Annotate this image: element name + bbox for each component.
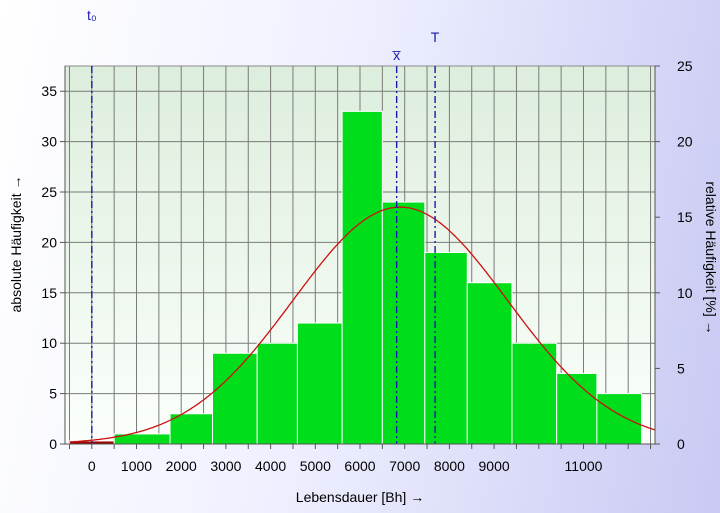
y-left-tick-label: 5 [49,386,57,402]
histogram-bar-4 [212,352,258,445]
histogram-bars [68,110,643,445]
y-right-tick-label: 5 [677,360,685,376]
x-tick-label: 11000 [565,458,603,474]
histogram-bar-7 [341,110,383,445]
y-right-tick-label: 0 [677,436,685,452]
x-tick-label: 2000 [166,458,197,474]
y-left-tick-label: 15 [41,285,57,301]
x-tick-label: 9000 [479,458,510,474]
marker-label-T: T [431,29,440,45]
tick-labels: 0 1000 2000 3000 4000 5000 6000 7000 8000 9000 110… [41,58,692,474]
histogram-bar-12 [556,372,598,445]
histogram-bar-5 [256,342,298,445]
y-right-tick-label: 20 [677,134,693,150]
y-left-tick-label: 10 [41,335,57,351]
histogram-bar-6 [296,322,343,445]
x-tick-label: 1000 [121,458,152,474]
y-left-tick-label: 0 [49,436,57,452]
y-axis-left-title: absolute Häufigkeit → [8,176,24,313]
axes [60,65,660,449]
x-tick-label: 4000 [255,458,286,474]
y-left-tick-label: 35 [41,83,57,99]
marker-label-t0: t₀ [87,7,97,23]
x-tick-label: 5000 [300,458,331,474]
curve-layer [69,206,656,443]
y-axis-right-title: relative Häufigkeit [%] → [703,181,719,334]
histogram-bar-9 [424,251,468,445]
x-tick-label: 8000 [434,458,465,474]
marker-lines: t₀ x̅ T [87,7,440,444]
y-right-tick-label: 25 [677,58,693,74]
y-left-tick-label: 25 [41,184,57,200]
y-left-tick-label: 20 [41,234,57,250]
y-right-tick-label: 10 [677,285,693,301]
y-right-tick-label: 15 [677,209,693,225]
x-tick-label: 3000 [210,458,241,474]
histogram-bar-13 [596,393,643,445]
normal-fit-curve [69,206,656,443]
x-tick-label: 7000 [389,458,420,474]
histogram-bar-10 [466,282,513,445]
histogram-bar-3 [169,413,213,445]
x-axis-title: Lebensdauer [Bh] → [296,489,424,505]
histogram-bar-8 [381,201,426,445]
x-tick-label: 6000 [344,458,375,474]
marker-label-mean: x̅ [392,47,402,63]
y-left-tick-label: 30 [41,134,57,150]
histogram-bar-11 [511,342,558,445]
x-tick-label: 0 [88,458,96,474]
